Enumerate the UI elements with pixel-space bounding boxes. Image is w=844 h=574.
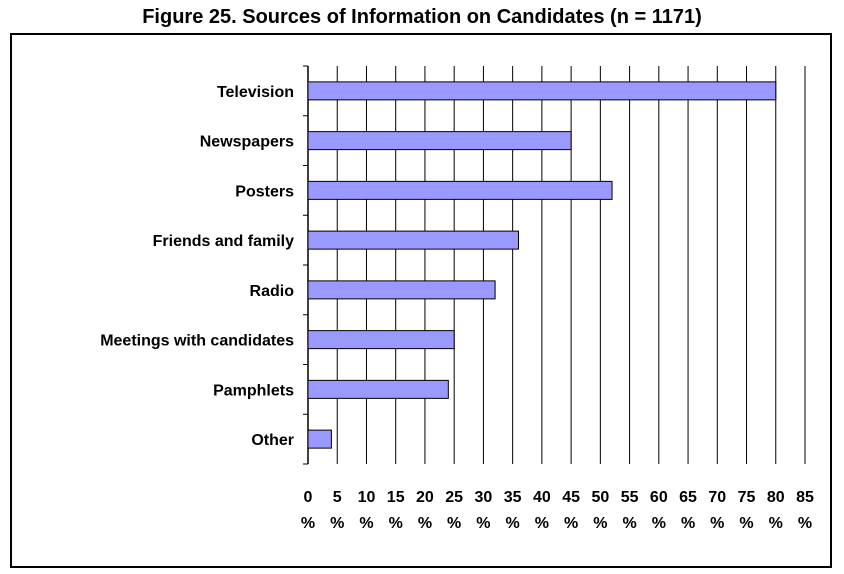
x-tick-unit-25: % <box>447 515 461 532</box>
category-label-pamphlets: Pamphlets <box>213 382 294 399</box>
bar-friends-and-family <box>307 230 519 250</box>
bar-radio <box>307 280 496 300</box>
bar-meetings-with-candidates <box>307 330 455 350</box>
x-tick-unit-5: % <box>330 515 344 532</box>
x-tick-label-5: 5 <box>333 489 342 506</box>
x-tick-unit-70: % <box>710 515 724 532</box>
category-label-posters: Posters <box>235 183 294 200</box>
x-tick-unit-60: % <box>652 515 666 532</box>
x-tick-unit-55: % <box>622 515 636 532</box>
bar-pamphlets <box>307 379 449 399</box>
x-tick-label-60: 60 <box>650 489 668 506</box>
x-tick-unit-30: % <box>476 515 490 532</box>
category-label-radio: Radio <box>250 283 295 300</box>
category-label-meetings-with-candidates: Meetings with candidates <box>100 333 294 350</box>
bar-other <box>307 429 332 449</box>
x-tick-unit-35: % <box>506 515 520 532</box>
x-tick-label-80: 80 <box>767 489 785 506</box>
x-tick-label-50: 50 <box>591 489 609 506</box>
x-tick-unit-0: % <box>301 515 315 532</box>
bar-newspapers <box>307 131 572 151</box>
x-tick-label-25: 25 <box>445 489 463 506</box>
x-tick-label-45: 45 <box>562 489 580 506</box>
x-tick-label-55: 55 <box>621 489 639 506</box>
x-tick-unit-80: % <box>769 515 783 532</box>
x-tick-label-40: 40 <box>533 489 551 506</box>
x-tick-label-75: 75 <box>738 489 756 506</box>
x-tick-unit-50: % <box>593 515 607 532</box>
x-tick-unit-45: % <box>564 515 578 532</box>
x-tick-unit-85: % <box>798 515 812 532</box>
x-tick-unit-75: % <box>739 515 753 532</box>
x-tick-unit-10: % <box>359 515 373 532</box>
x-tick-unit-15: % <box>389 515 403 532</box>
category-label-newspapers: Newspapers <box>200 134 294 151</box>
x-tick-label-15: 15 <box>387 489 405 506</box>
bar-television <box>307 81 777 101</box>
x-tick-unit-20: % <box>418 515 432 532</box>
x-tick-unit-65: % <box>681 515 695 532</box>
x-tick-label-35: 35 <box>504 489 522 506</box>
x-tick-label-0: 0 <box>304 489 313 506</box>
chart-title: Figure 25. Sources of Information on Can… <box>142 6 702 28</box>
category-label-television: Television <box>217 84 294 101</box>
x-tick-label-70: 70 <box>708 489 726 506</box>
x-tick-label-30: 30 <box>475 489 493 506</box>
x-tick-label-20: 20 <box>416 489 434 506</box>
x-tick-label-10: 10 <box>358 489 376 506</box>
x-tick-label-65: 65 <box>679 489 697 506</box>
category-label-other: Other <box>251 432 294 449</box>
x-tick-label-85: 85 <box>796 489 814 506</box>
chart-frame <box>10 33 832 568</box>
bar-posters <box>307 180 613 200</box>
category-label-friends-and-family: Friends and family <box>153 233 294 250</box>
x-tick-unit-40: % <box>535 515 549 532</box>
